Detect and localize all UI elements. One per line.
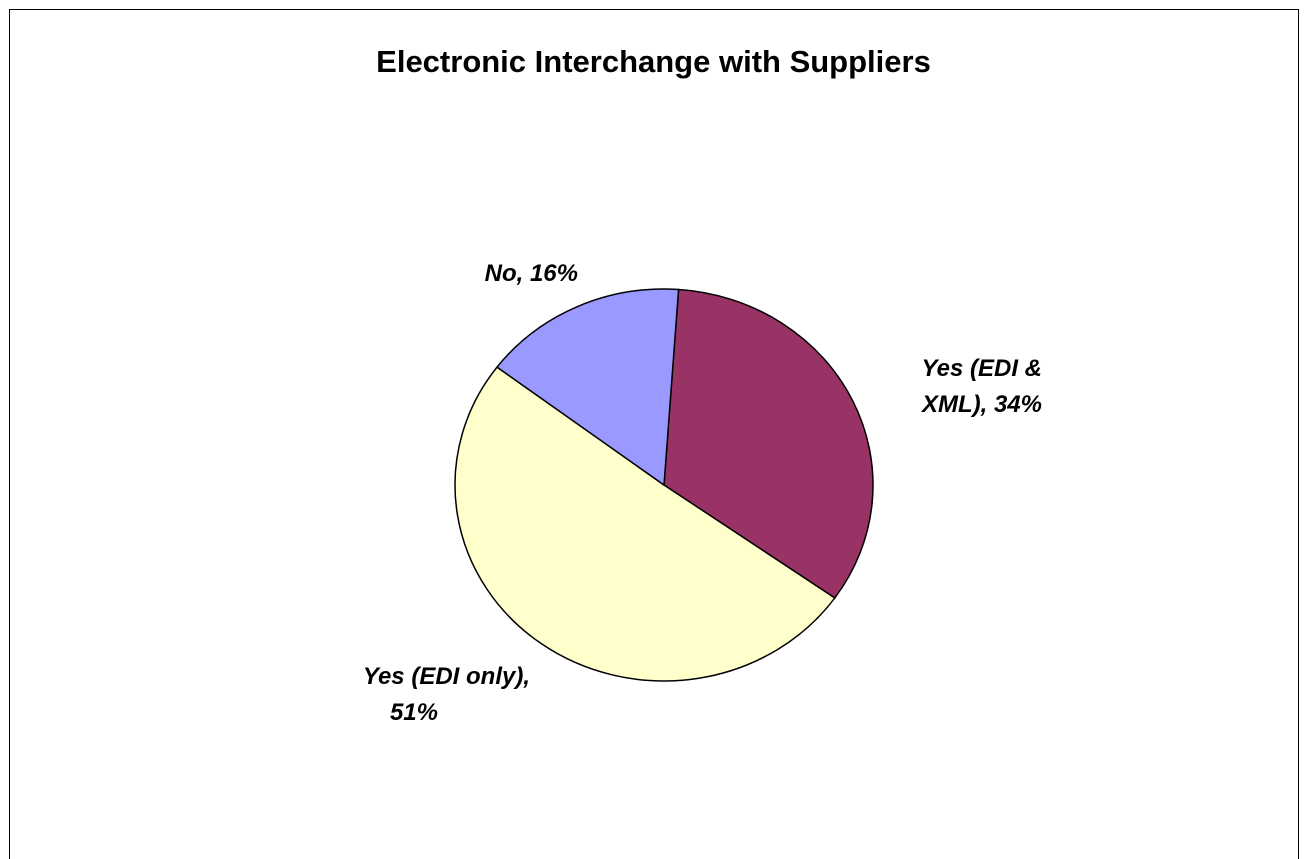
pie-slice (495, 288, 680, 487)
chart-title: Electronic Interchange with Suppliers (376, 44, 931, 79)
slice-label: No, 16% (485, 260, 578, 287)
slice-label: Yes (EDI only), 51% (363, 663, 530, 726)
slice-label: Yes (EDI & XML), 34% (920, 355, 1042, 418)
pie-slice (663, 288, 874, 599)
pie-slice (454, 366, 836, 682)
